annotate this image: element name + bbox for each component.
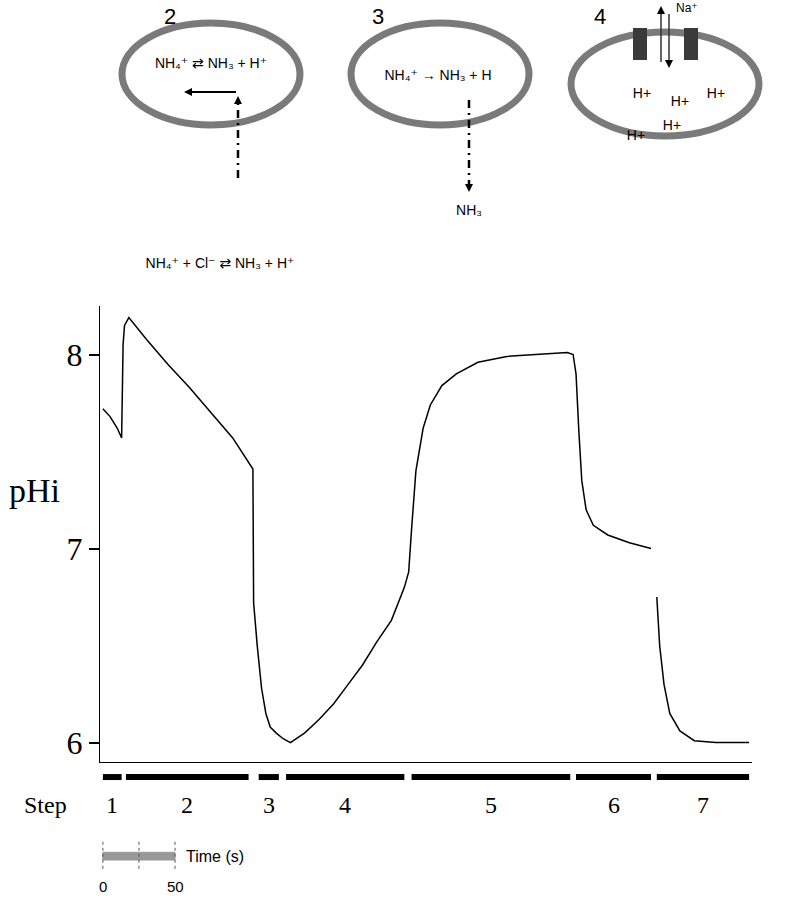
svg-text:H+: H+ (671, 93, 689, 109)
svg-text:Na⁺: Na⁺ (676, 1, 698, 15)
svg-text:NH₃: NH₃ (456, 202, 482, 218)
svg-text:3: 3 (372, 4, 384, 29)
svg-text:7: 7 (697, 792, 709, 818)
svg-text:1: 1 (106, 792, 118, 818)
svg-text:NH₄⁺ → NH₃ + H: NH₄⁺ → NH₃ + H (384, 67, 491, 83)
svg-text:H+: H+ (707, 85, 725, 101)
svg-text:H+: H+ (633, 85, 651, 101)
svg-text:Step: Step (24, 792, 67, 818)
svg-text:6: 6 (608, 792, 620, 818)
svg-text:NH₄⁺ ⇄ NH₃ + H⁺: NH₄⁺ ⇄ NH₃ + H⁺ (155, 55, 267, 71)
svg-text:H+: H+ (627, 127, 645, 143)
svg-text:4: 4 (339, 792, 351, 818)
svg-text:3: 3 (263, 792, 275, 818)
svg-text:0: 0 (99, 878, 107, 895)
svg-text:Time (s): Time (s) (186, 848, 244, 865)
svg-text:4: 4 (594, 4, 606, 29)
svg-text:5: 5 (485, 792, 497, 818)
svg-text:pHi: pHi (9, 472, 60, 509)
svg-text:6: 6 (67, 725, 83, 761)
svg-text:7: 7 (67, 531, 83, 567)
svg-text:2: 2 (181, 792, 193, 818)
svg-text:NH₄⁺ + Cl⁻ ⇄ NH₃ + H⁺: NH₄⁺ + Cl⁻ ⇄ NH₃ + H⁺ (146, 255, 295, 271)
svg-text:50: 50 (167, 878, 184, 895)
svg-text:8: 8 (67, 337, 83, 373)
svg-text:H+: H+ (663, 117, 681, 133)
svg-text:2: 2 (164, 4, 176, 29)
